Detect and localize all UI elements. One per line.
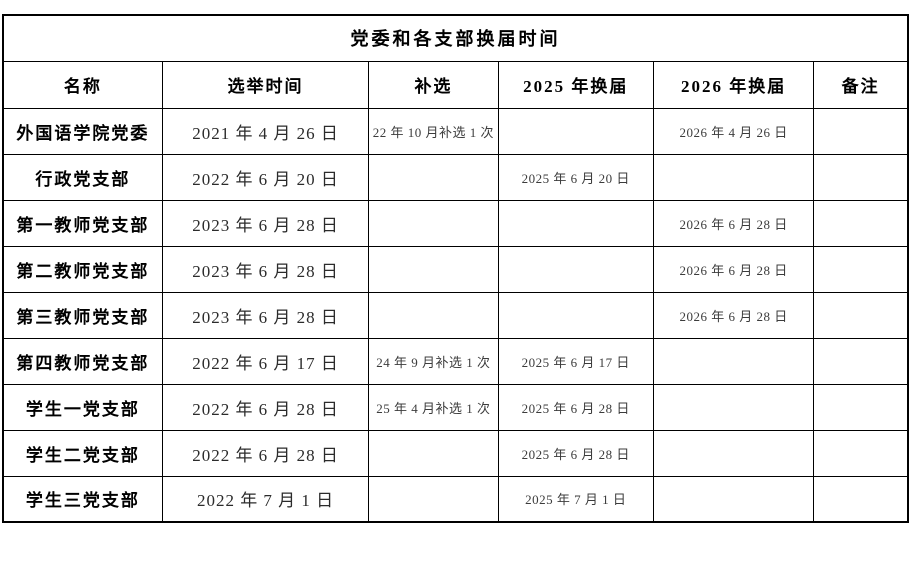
- cell-election-time: 2023 年 6 月 28 日: [161, 291, 370, 339]
- cell-name: 学生三党支部: [2, 475, 163, 523]
- cell-name: 第四教师党支部: [2, 337, 163, 385]
- cell-byelection: 22 年 10 月补选 1 次: [368, 107, 499, 155]
- table-title-row: 党委和各支部换届时间: [2, 14, 909, 62]
- col-header-remarks: 备注: [813, 60, 909, 109]
- cell-election-time: 2021 年 4 月 26 日: [161, 107, 370, 155]
- cell-byelection: [368, 475, 499, 523]
- cell-2025-reelection: 2025 年 6 月 17 日: [497, 337, 654, 385]
- col-header-2025-reelection: 2025 年换届: [497, 60, 654, 109]
- table-row: 第四教师党支部 2022 年 6 月 17 日 24 年 9 月补选 1 次 2…: [2, 337, 909, 385]
- col-header-election-time: 选举时间: [161, 60, 370, 109]
- cell-2025-reelection: [497, 199, 654, 247]
- cell-name: 第一教师党支部: [2, 199, 163, 247]
- cell-remarks: [813, 291, 909, 339]
- table-row: 第二教师党支部 2023 年 6 月 28 日 2026 年 6 月 28 日: [2, 245, 909, 293]
- cell-remarks: [813, 199, 909, 247]
- cell-2026-reelection: 2026 年 6 月 28 日: [652, 291, 815, 339]
- col-header-name: 名称: [2, 60, 163, 109]
- table-row: 学生三党支部 2022 年 7 月 1 日 2025 年 7 月 1 日: [2, 475, 909, 523]
- cell-byelection: [368, 245, 499, 293]
- cell-2026-reelection: [652, 153, 815, 201]
- cell-byelection: [368, 429, 499, 477]
- cell-election-time: 2022 年 7 月 1 日: [161, 475, 370, 523]
- cell-byelection: [368, 153, 499, 201]
- cell-2026-reelection: 2026 年 6 月 28 日: [652, 245, 815, 293]
- cell-election-time: 2022 年 6 月 17 日: [161, 337, 370, 385]
- cell-byelection: 24 年 9 月补选 1 次: [368, 337, 499, 385]
- cell-name: 学生一党支部: [2, 383, 163, 431]
- cell-2025-reelection: 2025 年 6 月 28 日: [497, 429, 654, 477]
- cell-election-time: 2022 年 6 月 28 日: [161, 429, 370, 477]
- cell-2026-reelection: 2026 年 4 月 26 日: [652, 107, 815, 155]
- cell-2025-reelection: 2025 年 7 月 1 日: [497, 475, 654, 523]
- cell-name: 第二教师党支部: [2, 245, 163, 293]
- table-row: 第三教师党支部 2023 年 6 月 28 日 2026 年 6 月 28 日: [2, 291, 909, 339]
- cell-2025-reelection: [497, 107, 654, 155]
- table-header-row: 名称 选举时间 补选 2025 年换届 2026 年换届 备注: [2, 60, 909, 109]
- table-row: 学生一党支部 2022 年 6 月 28 日 25 年 4 月补选 1 次 20…: [2, 383, 909, 431]
- cell-2025-reelection: 2025 年 6 月 20 日: [497, 153, 654, 201]
- cell-remarks: [813, 337, 909, 385]
- cell-2026-reelection: 2026 年 6 月 28 日: [652, 199, 815, 247]
- cell-election-time: 2022 年 6 月 28 日: [161, 383, 370, 431]
- cell-2026-reelection: [652, 337, 815, 385]
- cell-election-time: 2023 年 6 月 28 日: [161, 245, 370, 293]
- cell-2025-reelection: 2025 年 6 月 28 日: [497, 383, 654, 431]
- cell-2026-reelection: [652, 475, 815, 523]
- table-row: 外国语学院党委 2021 年 4 月 26 日 22 年 10 月补选 1 次 …: [2, 107, 909, 155]
- cell-remarks: [813, 153, 909, 201]
- cell-2026-reelection: [652, 383, 815, 431]
- cell-name: 第三教师党支部: [2, 291, 163, 339]
- table-title: 党委和各支部换届时间: [2, 14, 909, 62]
- cell-remarks: [813, 429, 909, 477]
- reelection-schedule-table: 党委和各支部换届时间 名称 选举时间 补选 2025 年换届 2026 年换届 …: [2, 14, 909, 523]
- cell-2026-reelection: [652, 429, 815, 477]
- cell-2025-reelection: [497, 291, 654, 339]
- cell-remarks: [813, 383, 909, 431]
- table-row: 第一教师党支部 2023 年 6 月 28 日 2026 年 6 月 28 日: [2, 199, 909, 247]
- cell-election-time: 2023 年 6 月 28 日: [161, 199, 370, 247]
- cell-byelection: [368, 199, 499, 247]
- col-header-2026-reelection: 2026 年换届: [652, 60, 815, 109]
- cell-byelection: [368, 291, 499, 339]
- table-row: 学生二党支部 2022 年 6 月 28 日 2025 年 6 月 28 日: [2, 429, 909, 477]
- cell-name: 行政党支部: [2, 153, 163, 201]
- cell-remarks: [813, 107, 909, 155]
- col-header-byelection: 补选: [368, 60, 499, 109]
- cell-remarks: [813, 475, 909, 523]
- cell-2025-reelection: [497, 245, 654, 293]
- cell-name: 学生二党支部: [2, 429, 163, 477]
- cell-byelection: 25 年 4 月补选 1 次: [368, 383, 499, 431]
- cell-name: 外国语学院党委: [2, 107, 163, 155]
- cell-election-time: 2022 年 6 月 20 日: [161, 153, 370, 201]
- cell-remarks: [813, 245, 909, 293]
- table-row: 行政党支部 2022 年 6 月 20 日 2025 年 6 月 20 日: [2, 153, 909, 201]
